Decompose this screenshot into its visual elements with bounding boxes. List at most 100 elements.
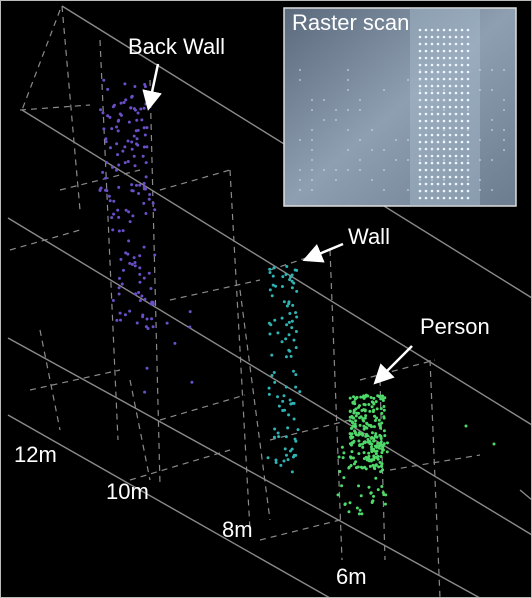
point (355, 414, 358, 417)
point (311, 109, 313, 111)
point (288, 312, 291, 315)
point (289, 398, 292, 401)
point (367, 438, 370, 441)
point (268, 268, 271, 271)
point (127, 140, 130, 143)
point (467, 120, 470, 123)
point (431, 159, 433, 161)
point (461, 29, 464, 32)
point (376, 407, 379, 410)
point (372, 397, 375, 400)
point (443, 169, 445, 171)
point (467, 78, 470, 81)
point (294, 386, 297, 389)
point (299, 179, 301, 181)
point (374, 419, 377, 422)
point (370, 460, 373, 463)
point (268, 333, 271, 336)
point (136, 321, 139, 324)
point (479, 179, 481, 181)
point (449, 176, 452, 179)
point (134, 164, 137, 167)
point (367, 486, 370, 489)
point (275, 461, 278, 464)
point (419, 43, 422, 46)
point (380, 407, 383, 410)
point (431, 134, 434, 137)
point (311, 189, 313, 191)
point (119, 319, 122, 322)
point (437, 155, 440, 158)
point (278, 405, 281, 408)
point (135, 129, 138, 132)
point (285, 265, 288, 268)
point (467, 50, 470, 53)
point (375, 450, 378, 453)
point (395, 159, 397, 161)
point (335, 109, 337, 111)
point (290, 355, 293, 358)
point (491, 89, 493, 91)
point (273, 381, 276, 384)
point (109, 146, 112, 149)
point (351, 401, 354, 404)
point (419, 120, 422, 123)
point (378, 395, 381, 398)
point (128, 310, 131, 313)
point (431, 64, 434, 67)
point (461, 197, 464, 200)
point (431, 57, 434, 60)
point (491, 189, 493, 191)
annotation: Wall (348, 224, 390, 249)
point (431, 176, 434, 179)
point (455, 162, 458, 165)
point (284, 273, 287, 276)
point (455, 134, 458, 137)
point (119, 312, 122, 315)
point (467, 179, 469, 181)
point (382, 443, 385, 446)
point (437, 176, 440, 179)
point (419, 113, 422, 116)
point (383, 149, 385, 151)
point (372, 440, 375, 443)
point (431, 99, 433, 101)
point (378, 434, 381, 437)
point (137, 192, 140, 195)
point (148, 272, 151, 275)
point (285, 323, 288, 326)
point (267, 456, 270, 459)
point (357, 406, 360, 409)
point (299, 189, 301, 191)
point (419, 155, 422, 158)
point (443, 159, 445, 161)
point (295, 316, 298, 319)
point (364, 403, 367, 406)
point (383, 417, 386, 420)
point (372, 437, 375, 440)
point (274, 285, 277, 288)
point (461, 57, 464, 60)
point (461, 190, 464, 193)
point (443, 50, 446, 53)
point (461, 36, 464, 39)
point (443, 89, 445, 91)
point (419, 149, 421, 151)
point (467, 190, 470, 193)
point (455, 36, 458, 39)
point (272, 275, 275, 278)
point (273, 371, 276, 374)
point (297, 428, 300, 431)
point (437, 190, 440, 193)
point (138, 281, 141, 284)
point (135, 119, 138, 122)
point (124, 251, 127, 254)
point (119, 258, 122, 261)
point (355, 433, 358, 436)
point (455, 169, 458, 172)
point (425, 85, 428, 88)
point (291, 304, 294, 307)
point (431, 127, 434, 130)
point (153, 208, 156, 211)
point (117, 129, 120, 132)
